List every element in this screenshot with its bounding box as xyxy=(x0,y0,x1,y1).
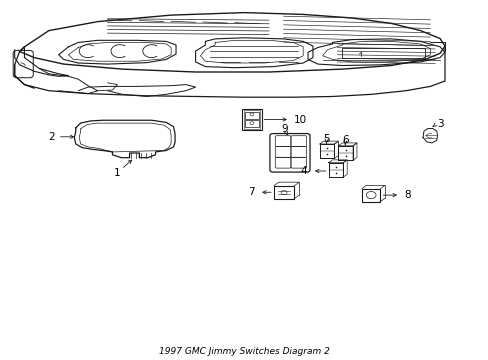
Bar xyxy=(244,120,258,127)
Bar xyxy=(361,189,380,202)
Text: 2: 2 xyxy=(48,132,55,142)
Text: 10: 10 xyxy=(293,114,306,125)
Text: 6: 6 xyxy=(341,135,348,145)
Text: 8: 8 xyxy=(403,190,410,200)
Text: 3: 3 xyxy=(436,119,443,129)
Text: 9: 9 xyxy=(281,124,288,134)
Bar xyxy=(244,112,258,119)
Text: 1997 GMC Jimmy Switches Diagram 2: 1997 GMC Jimmy Switches Diagram 2 xyxy=(159,346,329,356)
Text: 4: 4 xyxy=(300,166,306,176)
Text: 5: 5 xyxy=(323,134,329,144)
Bar xyxy=(242,109,261,130)
Text: 7: 7 xyxy=(247,187,254,197)
Text: 1: 1 xyxy=(114,168,121,178)
Bar xyxy=(342,48,425,58)
Bar xyxy=(244,110,259,129)
Bar xyxy=(273,186,294,199)
